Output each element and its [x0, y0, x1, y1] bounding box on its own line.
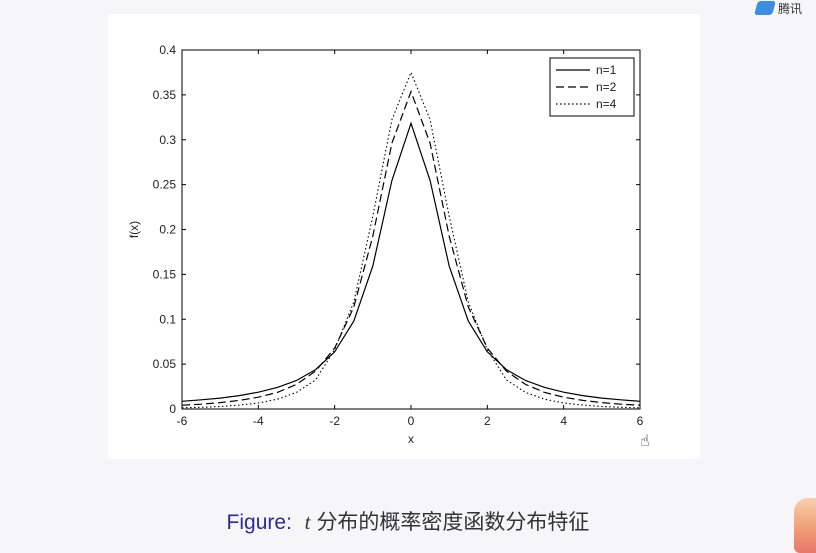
y-tick-label: 0.25 [153, 178, 177, 192]
caption-variable: t [304, 510, 311, 534]
caption-label: Figure: [226, 511, 292, 534]
y-tick-label: 0.4 [159, 43, 176, 57]
x-tick-label: -4 [253, 414, 264, 428]
legend-label-n1: n=1 [596, 63, 617, 77]
figure-caption: Figure: t 分布的概率密度函数分布特征 [0, 506, 816, 536]
x-axis-label: x [408, 432, 414, 446]
x-tick-label: 2 [484, 414, 491, 428]
y-tick-label: 0.1 [159, 312, 176, 326]
legend-label-n2: n=2 [596, 80, 617, 94]
y-tick-label: 0.05 [153, 357, 177, 371]
series-line-n4 [181, 70, 641, 409]
figure-panel: -6 -4 -2 0 2 4 6 0 0.05 0.1 0.15 0.2 0.25 0.3 0.35 0.4 x… [108, 14, 700, 459]
app-logo-icon [754, 1, 776, 15]
y-tick-label: 0 [169, 402, 176, 416]
series-line-n2 [181, 89, 641, 406]
y-tick-label: 0.2 [159, 223, 176, 237]
corner-logo: 腾讯 [754, 0, 816, 16]
corner-logo-text: 腾讯 [778, 1, 803, 16]
caption-text: 分布的概率密度函数分布特征 [316, 510, 590, 534]
hand-cursor-icon: ☝ [640, 433, 650, 450]
decorative-corner-shape [794, 498, 816, 553]
x-tick-label: -6 [177, 414, 188, 428]
y-tick-label: 0.15 [153, 267, 177, 281]
series-line-n1 [181, 121, 641, 402]
x-tick-label: 4 [560, 414, 567, 428]
y-tick-label: 0.3 [159, 133, 176, 147]
x-tick-label: 6 [637, 414, 644, 428]
y-tick-label: 0.35 [153, 88, 177, 102]
x-tick-label: 0 [408, 414, 415, 428]
x-tick-label: -2 [329, 414, 340, 428]
t-distribution-chart: -6 -4 -2 0 2 4 6 0 0.05 0.1 0.15 0.2 0.25 0.3 0.35 0.4 x… [127, 43, 644, 446]
legend: n=1 n=2 n=4 [549, 57, 635, 117]
legend-label-n4: n=4 [596, 97, 617, 111]
y-axis-label: f(x) [127, 221, 141, 238]
